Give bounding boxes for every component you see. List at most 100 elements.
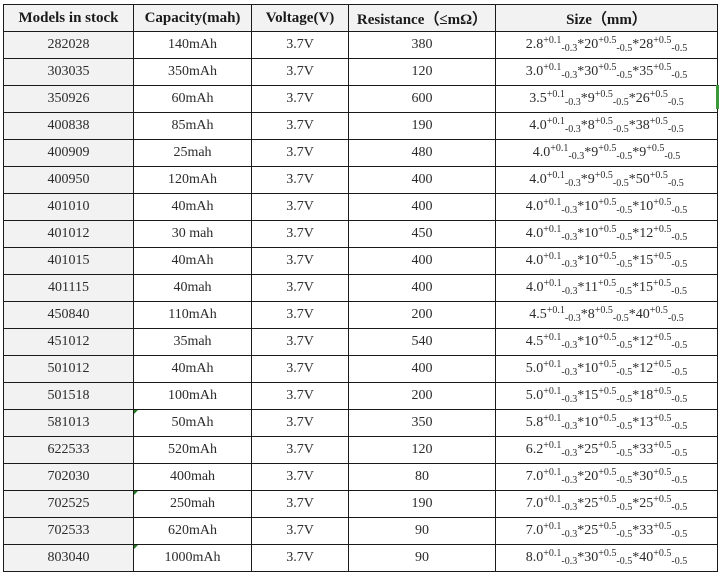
cell-resistance[interactable]: 400 [348, 355, 496, 383]
cell-model[interactable]: 401010 [3, 193, 134, 221]
cell-voltage[interactable]: 3.7V [251, 382, 349, 410]
cell-size[interactable]: 4.0+0.1-0.3*10+0.5-0.5*10+0.5-0.5 [495, 193, 718, 221]
cell-capacity[interactable]: 110mAh [133, 301, 252, 329]
cell-voltage[interactable]: 3.7V [251, 112, 349, 140]
cell-voltage[interactable]: 3.7V [251, 193, 349, 221]
cell-capacity[interactable]: 1000mAh [133, 544, 252, 572]
cell-model[interactable]: 501518 [3, 382, 134, 410]
cell-voltage[interactable]: 3.7V [251, 247, 349, 275]
cell-model[interactable]: 581013 [3, 409, 134, 437]
cell-size[interactable]: 5.8+0.1-0.3*10+0.5-0.5*13+0.5-0.5 [495, 409, 718, 437]
cell-model[interactable]: 401115 [3, 274, 134, 302]
cell-voltage[interactable]: 3.7V [251, 436, 349, 464]
cell-model[interactable]: 702525 [3, 490, 134, 518]
cell-capacity[interactable]: 40mAh [133, 355, 252, 383]
cell-resistance[interactable]: 120 [348, 58, 496, 86]
cell-size[interactable]: 5.0+0.1-0.3*10+0.5-0.5*12+0.5-0.5 [495, 355, 718, 383]
cell-voltage[interactable]: 3.7V [251, 139, 349, 167]
cell-resistance[interactable]: 450 [348, 220, 496, 248]
cell-model[interactable]: 400838 [3, 112, 134, 140]
cell-voltage[interactable]: 3.7V [251, 58, 349, 86]
cell-voltage[interactable]: 3.7V [251, 544, 349, 572]
cell-capacity[interactable]: 40mah [133, 274, 252, 302]
cell-voltage[interactable]: 3.7V [251, 463, 349, 491]
cell-capacity[interactable]: 250mah [133, 490, 252, 518]
cell-voltage[interactable]: 3.7V [251, 490, 349, 518]
cell-resistance[interactable]: 80 [348, 463, 496, 491]
cell-model[interactable]: 451012 [3, 328, 134, 356]
cell-resistance[interactable]: 120 [348, 436, 496, 464]
cell-voltage[interactable]: 3.7V [251, 517, 349, 545]
cell-capacity[interactable]: 100mAh [133, 382, 252, 410]
cell-model[interactable]: 282028 [3, 31, 134, 59]
cell-size[interactable]: 2.8+0.1-0.3*20+0.5-0.5*28+0.5-0.5 [495, 31, 718, 59]
cell-model[interactable]: 702533 [3, 517, 134, 545]
cell-capacity[interactable]: 40mAh [133, 247, 252, 275]
cell-size[interactable]: 4.5+0.1-0.3*10+0.5-0.5*12+0.5-0.5 [495, 328, 718, 356]
cell-voltage[interactable]: 3.7V [251, 31, 349, 59]
cell-size[interactable]: 4.0+0.1-0.3*8+0.5-0.5*38+0.5-0.5 [495, 112, 718, 140]
cell-size[interactable]: 3.5+0.1-0.3*9+0.5-0.5*26+0.5-0.5 [495, 85, 718, 113]
cell-resistance[interactable]: 90 [348, 544, 496, 572]
cell-size[interactable]: 4.5+0.1-0.3*8+0.5-0.5*40+0.5-0.5 [495, 301, 718, 329]
cell-voltage[interactable]: 3.7V [251, 220, 349, 248]
cell-model[interactable]: 350926 [3, 85, 134, 113]
cell-capacity[interactable]: 120mAh [133, 166, 252, 194]
cell-model[interactable]: 450840 [3, 301, 134, 329]
cell-voltage[interactable]: 3.7V [251, 355, 349, 383]
cell-capacity[interactable]: 520mAh [133, 436, 252, 464]
cell-resistance[interactable]: 480 [348, 139, 496, 167]
cell-resistance[interactable]: 400 [348, 166, 496, 194]
cell-model[interactable]: 303035 [3, 58, 134, 86]
cell-voltage[interactable]: 3.7V [251, 85, 349, 113]
cell-size[interactable]: 4.0+0.1-0.3*10+0.5-0.5*15+0.5-0.5 [495, 247, 718, 275]
cell-capacity[interactable]: 40mAh [133, 193, 252, 221]
cell-capacity[interactable]: 620mAh [133, 517, 252, 545]
cell-resistance[interactable]: 350 [348, 409, 496, 437]
cell-resistance[interactable]: 540 [348, 328, 496, 356]
cell-voltage[interactable]: 3.7V [251, 166, 349, 194]
cell-voltage[interactable]: 3.7V [251, 409, 349, 437]
cell-capacity[interactable]: 400mah [133, 463, 252, 491]
cell-resistance[interactable]: 190 [348, 490, 496, 518]
cell-size[interactable]: 7.0+0.1-0.3*20+0.5-0.5*30+0.5-0.5 [495, 463, 718, 491]
cell-resistance[interactable]: 190 [348, 112, 496, 140]
cell-resistance[interactable]: 400 [348, 193, 496, 221]
cell-size[interactable]: 4.0+0.1-0.3*11+0.5-0.5*15+0.5-0.5 [495, 274, 718, 302]
cell-voltage[interactable]: 3.7V [251, 274, 349, 302]
cell-capacity[interactable]: 35mah [133, 328, 252, 356]
cell-model[interactable]: 702030 [3, 463, 134, 491]
cell-resistance[interactable]: 90 [348, 517, 496, 545]
cell-size[interactable]: 3.0+0.1-0.3*30+0.5-0.5*35+0.5-0.5 [495, 58, 718, 86]
cell-model[interactable]: 622533 [3, 436, 134, 464]
cell-voltage[interactable]: 3.7V [251, 328, 349, 356]
cell-resistance[interactable]: 200 [348, 382, 496, 410]
cell-size[interactable]: 4.0+0.1-0.3*10+0.5-0.5*12+0.5-0.5 [495, 220, 718, 248]
cell-capacity[interactable]: 140mAh [133, 31, 252, 59]
cell-resistance[interactable]: 400 [348, 274, 496, 302]
cell-capacity[interactable]: 350mAh [133, 58, 252, 86]
cell-capacity[interactable]: 60mAh [133, 85, 252, 113]
cell-resistance[interactable]: 600 [348, 85, 496, 113]
cell-size[interactable]: 7.0+0.1-0.3*25+0.5-0.5*25+0.5-0.5 [495, 490, 718, 518]
cell-resistance[interactable]: 200 [348, 301, 496, 329]
cell-size[interactable]: 4.0+0.1-0.3*9+0.5-0.5*50+0.5-0.5 [495, 166, 718, 194]
cell-size[interactable]: 6.2+0.1-0.3*25+0.5-0.5*33+0.5-0.5 [495, 436, 718, 464]
cell-model[interactable]: 401012 [3, 220, 134, 248]
cell-capacity[interactable]: 50mAh [133, 409, 252, 437]
cell-capacity[interactable]: 25mah [133, 139, 252, 167]
cell-model[interactable]: 400909 [3, 139, 134, 167]
cell-size[interactable]: 5.0+0.1-0.3*15+0.5-0.5*18+0.5-0.5 [495, 382, 718, 410]
cell-model[interactable]: 401015 [3, 247, 134, 275]
cell-capacity[interactable]: 85mAh [133, 112, 252, 140]
cell-model[interactable]: 803040 [3, 544, 134, 572]
cell-model[interactable]: 501012 [3, 355, 134, 383]
cell-voltage[interactable]: 3.7V [251, 301, 349, 329]
cell-model[interactable]: 400950 [3, 166, 134, 194]
cell-resistance[interactable]: 380 [348, 31, 496, 59]
cell-capacity[interactable]: 30 mah [133, 220, 252, 248]
cell-size[interactable]: 7.0+0.1-0.3*25+0.5-0.5*33+0.5-0.5 [495, 517, 718, 545]
cell-size[interactable]: 8.0+0.1-0.3*30+0.5-0.5*40+0.5-0.5 [495, 544, 718, 572]
cell-size[interactable]: 4.0+0.1-0.3*9+0.5-0.5*9+0.5-0.5 [495, 139, 718, 167]
cell-resistance[interactable]: 400 [348, 247, 496, 275]
